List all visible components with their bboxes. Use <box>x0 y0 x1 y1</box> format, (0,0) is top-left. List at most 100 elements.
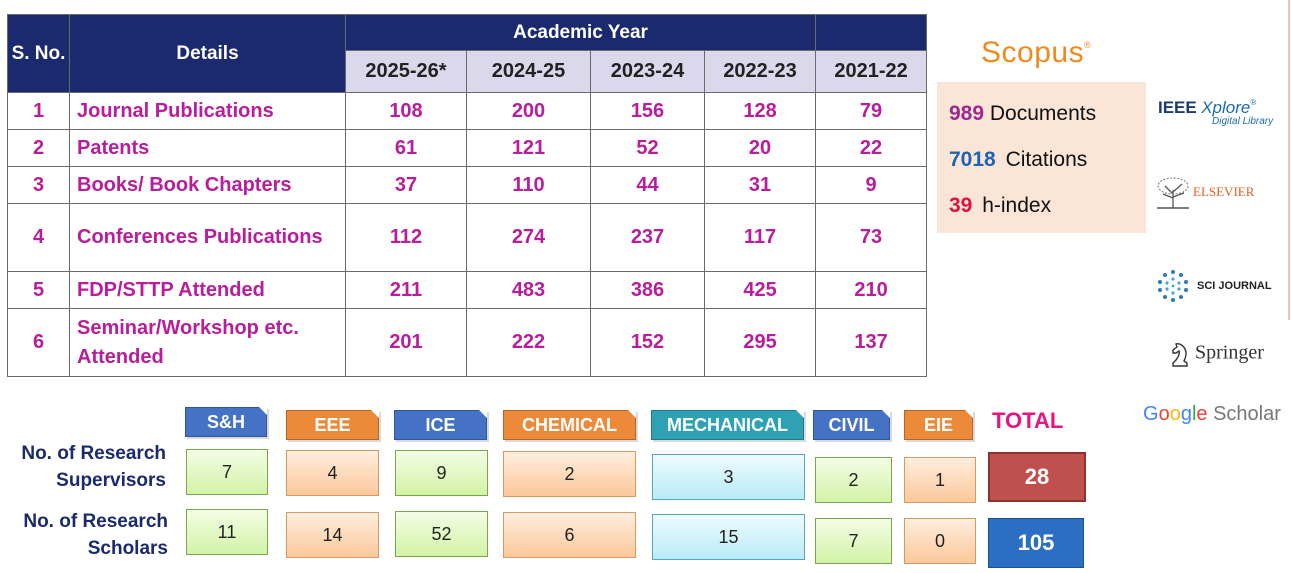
hindex-value: 39 <box>949 194 973 217</box>
dept-tag-civil: CIVIL <box>813 410 890 440</box>
header-year: 2021-22 <box>815 50 928 93</box>
row-value: 295 <box>703 308 817 377</box>
scholars-mechanical: 15 <box>652 514 805 560</box>
row-value: 9 <box>815 166 928 204</box>
dept-tag-mechanical: MECHANICAL <box>651 410 804 440</box>
documents-value: 989 <box>949 102 985 125</box>
row-details: FDP/STTP Attended <box>69 271 346 309</box>
header-sno: S. No. <box>7 14 70 93</box>
header-year: 2022-23 <box>703 50 817 93</box>
row-value: 137 <box>815 308 928 377</box>
row-value: 274 <box>466 203 591 272</box>
scholars-chemical: 6 <box>503 512 636 558</box>
supervisors-civil: 2 <box>815 457 892 503</box>
scopus-citations: 7018 Citations <box>949 148 1087 172</box>
dept-tag-ice: ICE <box>394 410 487 440</box>
scopus-hindex: 39 h-index <box>949 194 1051 218</box>
scholars-ice: 52 <box>395 511 488 557</box>
page-edge-line <box>1288 0 1290 320</box>
header-year: 2023-24 <box>590 50 705 93</box>
hindex-label: h-index <box>982 194 1052 217</box>
row-sno: 3 <box>7 166 70 204</box>
scholars-sh: 11 <box>186 509 268 555</box>
row-value: 200 <box>466 92 591 130</box>
table-row: 1 Journal Publications 108 200 156 128 7… <box>7 92 928 130</box>
row-value: 211 <box>345 271 467 309</box>
row-value: 425 <box>703 271 817 309</box>
scopus-stats-panel: 989 Documents 7018 Citations 39 h-index <box>937 82 1146 233</box>
dept-tag-sh: S&H <box>185 407 267 437</box>
supervisors-mechanical: 3 <box>652 454 805 500</box>
row-value: 237 <box>590 203 705 272</box>
row-value: 152 <box>590 308 705 377</box>
supervisors-eee: 4 <box>286 450 379 496</box>
table-row: 4 Conferences Publications 112 274 237 1… <box>7 203 928 272</box>
row-value: 222 <box>466 308 591 377</box>
row-value: 79 <box>815 92 928 130</box>
row-value: 110 <box>466 166 591 204</box>
citations-label: Citations <box>1005 148 1088 171</box>
dept-tag-eee: EEE <box>286 410 379 440</box>
springer-knight-icon <box>1172 343 1188 367</box>
total-label: TOTAL <box>992 408 1064 433</box>
scopus-documents: 989 Documents <box>949 102 1096 126</box>
row-value: 61 <box>345 129 467 167</box>
row-value: 112 <box>345 203 467 272</box>
table-row: 6 Seminar/Workshop etc. Attended 201 222… <box>7 308 928 377</box>
elsevier-tree-icon <box>1153 176 1193 210</box>
ieee-xplore-logo: IEEE Xplore® Digital Library <box>1158 98 1274 127</box>
documents-label: Documents <box>989 102 1097 125</box>
total-scholars: 105 <box>988 518 1084 568</box>
total-supervisors: 28 <box>988 452 1086 502</box>
dept-tag-eie: EIE <box>904 410 973 440</box>
row-sno: 5 <box>7 271 70 309</box>
header-academic-year: Academic Year <box>344 14 817 51</box>
row-sno: 6 <box>7 308 70 377</box>
scholars-eie: 0 <box>904 518 976 564</box>
sci-journal-logo: SCI JOURNAL <box>1155 268 1272 304</box>
supervisors-ice: 9 <box>395 450 488 496</box>
row-sno: 1 <box>7 92 70 130</box>
row-details: Books/ Book Chapters <box>69 166 346 204</box>
scholars-eee: 14 <box>286 512 379 558</box>
table-row: 2 Patents 61 121 52 20 22 <box>7 129 928 167</box>
google-scholar-logo: Google Scholar <box>1143 403 1281 425</box>
row-value: 73 <box>815 203 928 272</box>
row-details: Conferences Publications <box>69 203 346 272</box>
table-row: 5 FDP/STTP Attended 211 483 386 425 210 <box>7 271 928 309</box>
table-row: 3 Books/ Book Chapters 37 110 44 31 9 <box>7 166 928 204</box>
row-value: 210 <box>815 271 928 309</box>
row-value: 20 <box>703 129 817 167</box>
research-scholars-label: No. of Research Scholars <box>23 511 168 559</box>
row-value: 31 <box>703 166 817 204</box>
research-supervisors-label: No. of Research Supervisors <box>21 443 166 491</box>
row-value: 128 <box>703 92 817 130</box>
row-value: 386 <box>590 271 705 309</box>
supervisors-sh: 7 <box>186 449 268 495</box>
scopus-logo: Scopus® <box>981 36 1092 69</box>
row-value: 22 <box>815 129 928 167</box>
header-details: Details <box>69 14 346 93</box>
row-sno: 4 <box>7 203 70 272</box>
publications-table: S. No. Details Academic Year 2025-26* 20… <box>7 14 928 377</box>
header-year: 2025-26* <box>345 50 467 93</box>
supervisors-chemical: 2 <box>503 451 636 497</box>
row-details: Patents <box>69 129 346 167</box>
row-value: 108 <box>345 92 467 130</box>
header-year: 2024-25 <box>466 50 591 93</box>
row-details: Seminar/Workshop etc. Attended <box>69 308 346 377</box>
row-value: 121 <box>466 129 591 167</box>
elsevier-logo: ELSEVIER <box>1153 176 1254 210</box>
supervisors-eie: 1 <box>904 457 976 503</box>
sci-journal-dots-icon <box>1158 270 1188 302</box>
row-value: 201 <box>345 308 467 377</box>
row-sno: 2 <box>7 129 70 167</box>
citations-value: 7018 <box>949 148 996 171</box>
scholars-civil: 7 <box>815 518 892 564</box>
row-value: 483 <box>466 271 591 309</box>
dept-tag-chemical: CHEMICAL <box>503 410 636 440</box>
row-value: 52 <box>590 129 705 167</box>
row-value: 156 <box>590 92 705 130</box>
springer-logo: Springer <box>1168 340 1264 368</box>
header-blank <box>815 14 928 51</box>
